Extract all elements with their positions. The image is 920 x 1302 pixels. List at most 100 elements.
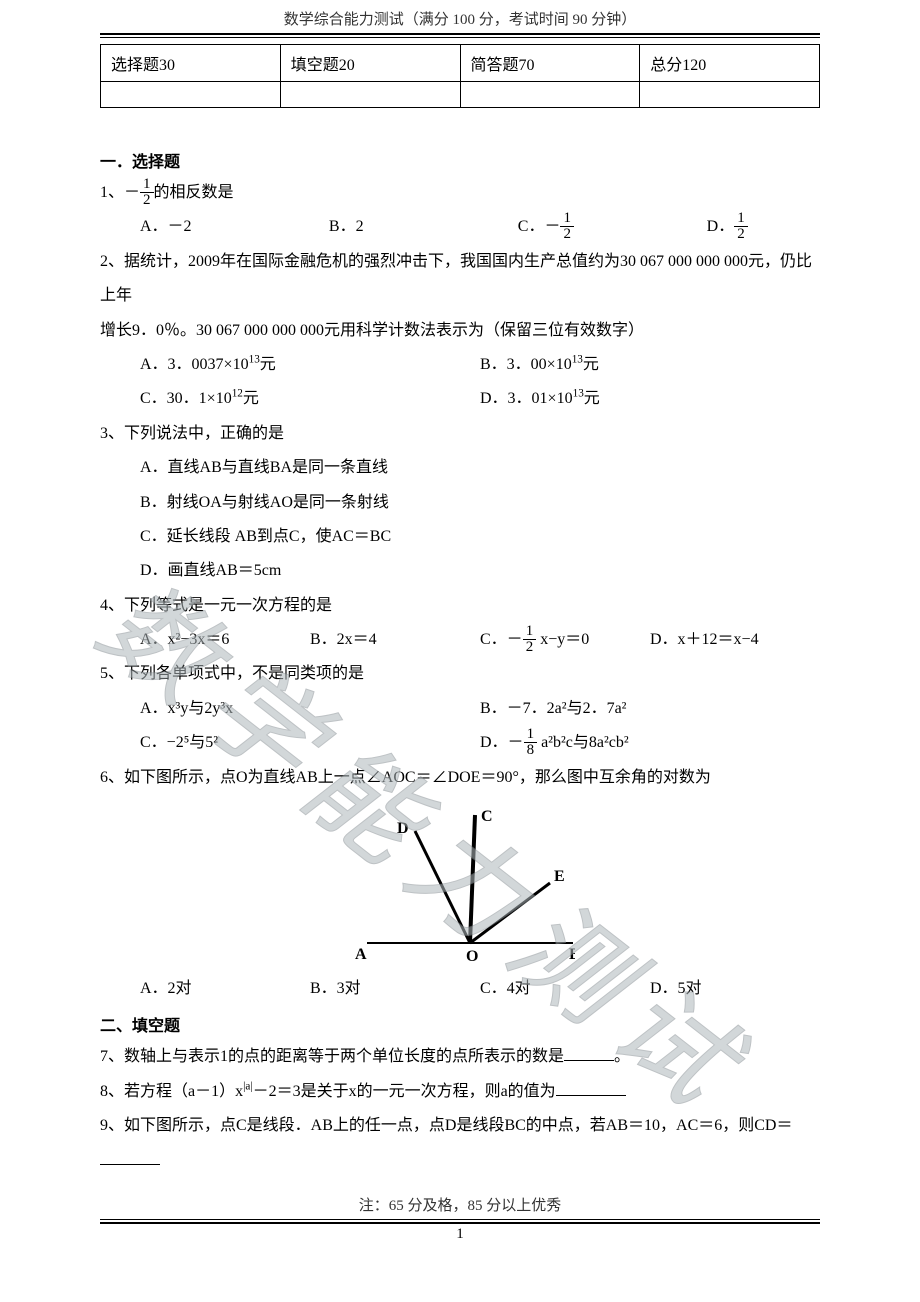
q4-options: A．x²−3x＝6 B．2x＝4 C．－12 x−y＝0 D．x＋12＝x−4: [100, 623, 820, 657]
optC-post: x−y＝0: [536, 631, 589, 648]
q2-line1: 2、据统计，2009年在国际金融危机的强烈冲击下，我国国内生产总值约为30 06…: [100, 245, 820, 314]
q3-optC: C．延长线段 AB到点C，使AC＝BC: [100, 520, 820, 554]
tail: 元: [260, 356, 276, 373]
q6-optB: B．3对: [310, 972, 480, 1006]
score-cell-empty: [101, 82, 281, 108]
q2-optA: A．3．0037×1013元: [140, 348, 480, 382]
score-cell: 填空题20: [280, 45, 460, 82]
q3-stem: 3、下列说法中，正确的是: [100, 417, 820, 451]
q6-optA: A．2对: [140, 972, 310, 1006]
q2-optC: C．30．1×1012元: [140, 382, 480, 416]
svg-text:D: D: [397, 820, 409, 837]
table-row: 选择题30 填空题20 简答题70 总分120: [101, 45, 820, 82]
q8-mid: －2＝3是关于x的一元一次方程，则a的值为: [253, 1083, 556, 1100]
optA-text: A．3．0037×10: [140, 356, 249, 373]
score-cell-empty: [280, 82, 460, 108]
svg-text:B: B: [569, 946, 575, 963]
table-row: [101, 82, 820, 108]
q5-optsCD: C．−2⁵与5² D．－18 a²b²c与8a²cb²: [100, 726, 820, 760]
fraction: 12: [734, 211, 748, 242]
score-table: 选择题30 填空题20 简答题70 总分120: [100, 44, 820, 108]
q5-stem: 5、下列各单项式中，不是同类项的是: [100, 657, 820, 691]
optC-text: C．30．1×10: [140, 390, 232, 407]
q8-pre: 8、若方程（a－1）x: [100, 1083, 243, 1100]
svg-text:O: O: [466, 948, 478, 963]
score-cell: 总分120: [640, 45, 820, 82]
q4-optC: C．－12 x−y＝0: [480, 623, 650, 657]
q1-optB: B．2: [329, 210, 518, 244]
q9-line: 9、如下图所示，点C是线段．AB上的任一点，点D是线段BC的中点，若AB＝10，…: [100, 1109, 820, 1178]
tail: 元: [584, 390, 600, 407]
frac-num: 1: [523, 624, 537, 639]
q6-figure: A B O C D E: [100, 803, 820, 968]
fraction: 12: [560, 211, 574, 242]
sup: 13: [572, 354, 583, 366]
q5-optsAB: A．x³y与2y³x B．－7．2a²与2．7a²: [100, 692, 820, 726]
q1-prefix: 1、－: [100, 184, 140, 201]
q3-optD: D．画直线AB＝5cm: [100, 554, 820, 588]
score-cell-empty: [640, 82, 820, 108]
optD-pre: D．: [707, 218, 735, 235]
fraction: 18: [524, 727, 538, 758]
q1-stem: 1、－12的相反数是: [100, 176, 820, 210]
score-cell: 简答题70: [460, 45, 640, 82]
q3-optA: A．直线AB与直线BA是同一条直线: [100, 451, 820, 485]
q6-stem: 6、如下图所示，点O为直线AB上一点∠AOC＝∠DOE＝90°，那么图中互余角的…: [100, 761, 820, 795]
footer-rule-thick: [100, 1222, 820, 1224]
q7-pre: 7、数轴上与表示1的点的距离等于两个单位长度的点所表示的数是: [100, 1048, 564, 1065]
svg-text:A: A: [355, 946, 367, 963]
q5-optA: A．x³y与2y³x: [140, 692, 480, 726]
q4-stem: 4、下列等式是一元一次方程的是: [100, 589, 820, 623]
header-rule-thick: [100, 33, 820, 35]
optC-pre: C．－: [518, 218, 561, 235]
sup: 13: [573, 388, 584, 400]
footer-rule-thin: [100, 1219, 820, 1220]
header-rule-thin: [100, 37, 820, 38]
q9-text: 9、如下图所示，点C是线段．AB上的任一点，点D是线段BC的中点，若AB＝10，…: [100, 1117, 792, 1134]
frac-den: 2: [140, 192, 154, 208]
sup: 12: [232, 388, 243, 400]
section-1-heading: 一．选择题: [100, 148, 820, 172]
q1-optC: C．－12: [518, 210, 707, 244]
q5-optC: C．−2⁵与5²: [140, 726, 480, 760]
frac-num: 1: [524, 727, 538, 742]
q5-optB: B．－7．2a²与2．7a²: [480, 692, 820, 726]
q4-optD: D．x＋12＝x−4: [650, 623, 820, 657]
frac-num: 1: [734, 211, 748, 226]
q1-optD: D．12: [707, 210, 820, 244]
q6-options: A．2对 B．3对 C．4对 D．5对: [100, 972, 820, 1006]
q1-optA: A．－2: [140, 210, 329, 244]
frac-den: 2: [734, 226, 748, 242]
q6-optD: D．5对: [650, 972, 820, 1006]
frac-den: 2: [560, 226, 574, 242]
blank-underline: [564, 1047, 614, 1061]
q4-optB: B．2x＝4: [310, 623, 480, 657]
footer-note: 注：65 分及格，85 分以上优秀: [100, 1194, 820, 1215]
score-cell-empty: [460, 82, 640, 108]
q2-optsCD: C．30．1×1012元 D．3．01×1013元: [100, 382, 820, 416]
optD-post: a²b²c与8a²cb²: [537, 734, 629, 751]
fraction: 12: [523, 624, 537, 655]
frac-den: 2: [523, 639, 537, 655]
score-cell: 选择题30: [101, 45, 281, 82]
frac-den: 8: [524, 742, 538, 758]
q7-line: 7、数轴上与表示1的点的距离等于两个单位长度的点所表示的数是。: [100, 1040, 820, 1074]
q8-line: 8、若方程（a－1）x|a|－2＝3是关于x的一元一次方程，则a的值为: [100, 1075, 820, 1109]
svg-text:E: E: [554, 868, 565, 885]
sup: |a|: [243, 1080, 252, 1092]
frac-num: 1: [560, 211, 574, 226]
q2-optsAB: A．3．0037×1013元 B．3．00×1013元: [100, 348, 820, 382]
optD-pre: D．－: [480, 734, 524, 751]
fraction: 12: [140, 177, 154, 208]
q2-optB: B．3．00×1013元: [480, 348, 820, 382]
q6-optC: C．4对: [480, 972, 650, 1006]
sup: 13: [249, 354, 260, 366]
optC-pre: C．－: [480, 631, 523, 648]
optB-text: B．3．00×10: [480, 356, 572, 373]
q2-line2: 增长9．0％。30 067 000 000 000元用科学计数法表示为（保留三位…: [100, 314, 820, 348]
q4-optA: A．x²−3x＝6: [140, 623, 310, 657]
q5-optD: D．－18 a²b²c与8a²cb²: [480, 726, 820, 760]
svg-text:C: C: [481, 808, 493, 825]
tail: 元: [583, 356, 599, 373]
q1-suffix: 的相反数是: [154, 184, 234, 201]
